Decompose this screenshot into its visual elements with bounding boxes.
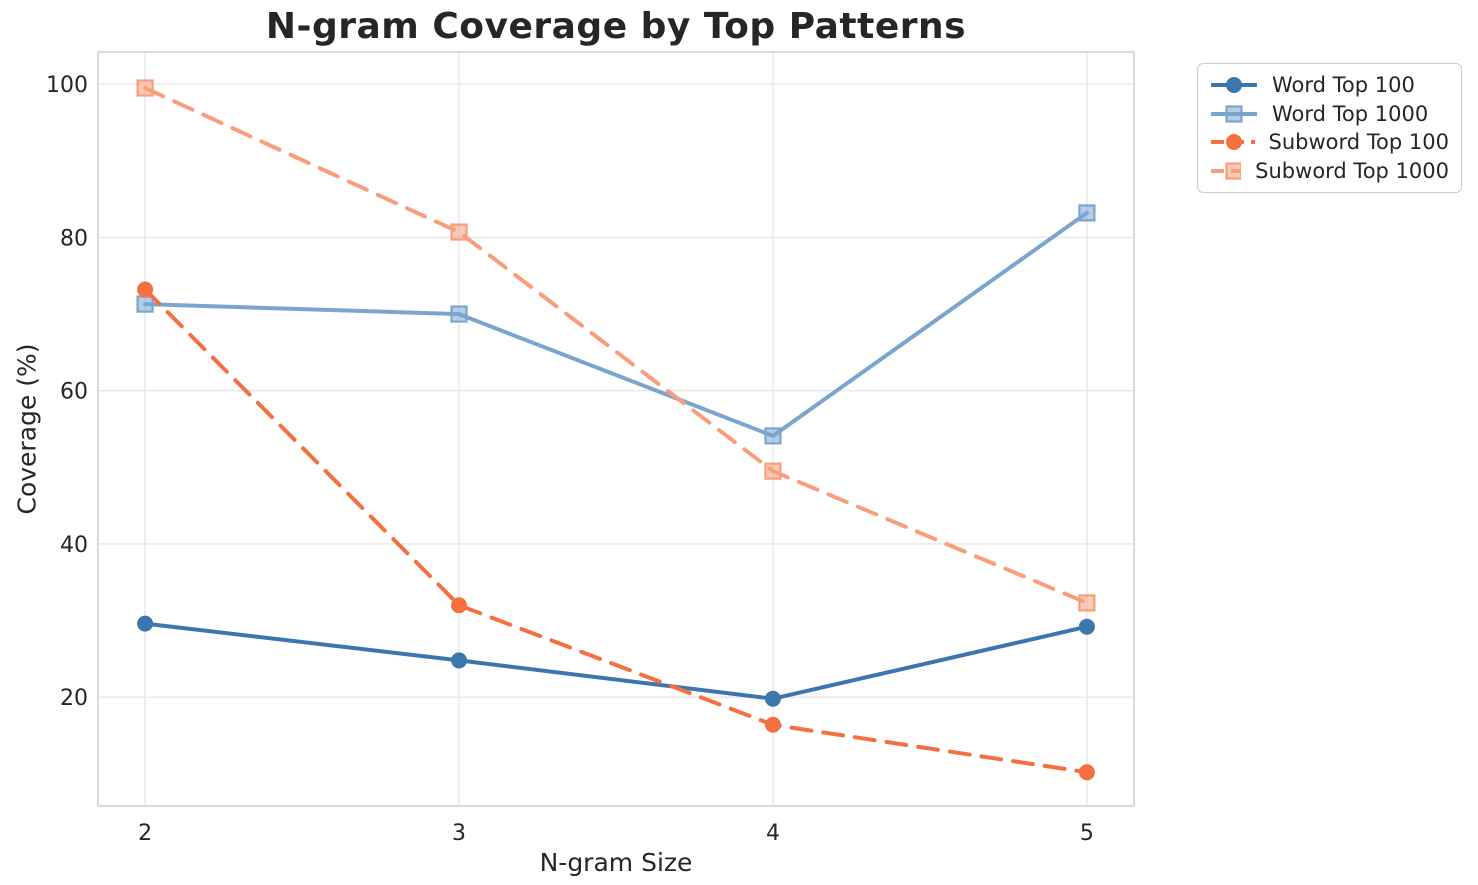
series-marker-circle (1078, 618, 1095, 635)
axes-spines (97, 51, 1135, 807)
series-line-subword-top-1000 (143, 86, 1089, 605)
y-tick-label: 100 (46, 73, 88, 98)
series-marker-square (764, 462, 782, 480)
x-tick-label: 4 (766, 821, 780, 846)
x-tick-label: 2 (138, 821, 152, 846)
series-line-word-top-1000 (143, 210, 1089, 438)
legend-marker-square (1225, 105, 1243, 123)
legend-line-sample (1211, 134, 1255, 151)
series-marker-square (136, 79, 154, 97)
legend-entry: Subword Top 100 (1210, 130, 1449, 154)
legend-line-sample (1211, 77, 1257, 94)
legend: Word Top 100 Word Top 1000 Subword Top 100… (1197, 63, 1462, 193)
series-marker-square (450, 223, 468, 241)
legend-label: Word Top 100 (1272, 73, 1415, 98)
series-marker-square (450, 305, 468, 323)
chart-title: N-gram Coverage by Top Patterns (265, 6, 967, 47)
series-marker-circle (764, 690, 781, 707)
x-axis-label: N-gram Size (539, 848, 693, 877)
y-tick-label: 60 (60, 380, 88, 405)
legend-line-sample (1211, 162, 1242, 180)
y-axis-label: Coverage (%) (12, 343, 42, 515)
series-marker-square (136, 295, 154, 313)
legend-line-sample (1211, 105, 1257, 123)
series-marker-circle (764, 716, 781, 733)
series-line-word-top-100 (143, 621, 1089, 701)
y-tick-label: 40 (60, 533, 88, 558)
series-marker-square (764, 427, 782, 445)
series-marker-circle (1078, 764, 1095, 781)
y-tick-label: 80 (60, 226, 88, 251)
legend-marker-circle (1226, 77, 1242, 94)
series-marker-circle (137, 615, 154, 632)
legend-entry: Word Top 100 (1210, 73, 1449, 97)
series-line-subword-top-100 (143, 287, 1089, 775)
series-marker-circle (137, 281, 154, 298)
legend-entry: Subword Top 1000 (1210, 159, 1449, 183)
x-tick-label: 5 (1080, 821, 1094, 846)
series-marker-circle (451, 597, 468, 614)
legend-label: Subword Top 100 (1268, 130, 1449, 155)
legend-label: Subword Top 1000 (1255, 158, 1449, 183)
x-tick-label: 3 (452, 821, 466, 846)
series-marker-square (1078, 594, 1096, 612)
series-marker-square (1078, 204, 1096, 222)
legend-label: Word Top 1000 (1272, 101, 1429, 126)
legend-entry: Word Top 1000 (1210, 102, 1449, 126)
y-tick-label: 20 (60, 686, 88, 711)
legend-marker-square (1225, 162, 1242, 180)
series-marker-circle (451, 652, 468, 669)
legend-marker-circle (1226, 134, 1242, 151)
